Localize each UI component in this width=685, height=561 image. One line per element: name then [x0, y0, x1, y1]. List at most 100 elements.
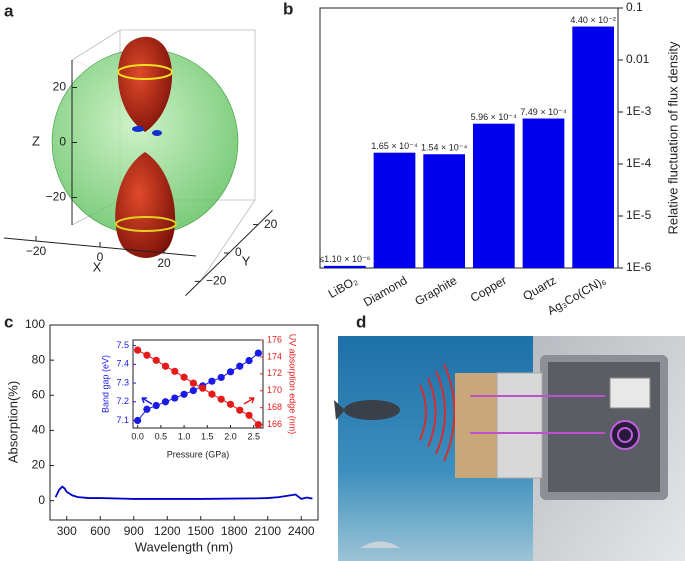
y-tick-label: 1E-5	[626, 208, 652, 222]
inset-arrow	[243, 397, 255, 405]
inset-point	[134, 416, 142, 425]
inset-point	[189, 386, 197, 395]
x-tick-label: 2400	[288, 524, 315, 538]
inset-point	[199, 384, 207, 392]
inset-point	[208, 377, 216, 385]
y-tick-label: −20	[206, 274, 227, 288]
x-tick-label: 600	[90, 524, 110, 538]
y-tick-label: 0.01	[626, 52, 650, 66]
inset-y-tick-label: 7.5	[116, 340, 129, 350]
y-tick-label: 1E-3	[626, 104, 652, 118]
inset-x-axis-label: Pressure (GPa)	[167, 449, 230, 459]
inset-point	[180, 373, 188, 381]
inset-y2-tick-label: 174	[267, 351, 282, 361]
y-tick-label: 100	[25, 317, 45, 331]
inset-point	[189, 379, 197, 387]
x-axis-label: Wavelength (nm)	[135, 539, 234, 554]
inset-y2-tick-label: 168	[267, 402, 282, 412]
inset-x-tick-label: 1.5	[201, 431, 214, 441]
z-tick-label: 20	[53, 80, 67, 94]
z-axis-label: Z	[32, 133, 40, 148]
inset-point	[217, 395, 225, 403]
surface-3d-art	[51, 29, 256, 283]
y-axis-label: Relative fluctuation of flux density	[665, 41, 680, 234]
value-label: 4.40 × 10⁻²	[570, 15, 616, 25]
x-tick-label: −20	[26, 244, 47, 258]
y-tick-label: 80	[32, 352, 46, 366]
inset-arrow	[141, 397, 153, 405]
x-tick-label: 0	[97, 250, 104, 264]
inset-y2-tick-label: 166	[267, 419, 282, 429]
inset-x-tick-label: 0.5	[155, 431, 168, 441]
inset-point	[171, 367, 179, 375]
bar	[572, 26, 615, 268]
value-label: 1.54 × 10⁻⁴	[421, 143, 468, 153]
value-label: 5.96 × 10⁻⁴	[471, 112, 518, 122]
y-tick-label: 0	[235, 245, 242, 259]
y-tick-label: 1E-6	[626, 260, 652, 274]
data-line	[54, 485, 313, 500]
y-tick-label: 20	[264, 217, 278, 231]
inset-y-tick-label: 7.1	[116, 415, 129, 425]
inset-x-tick-label: 0.0	[131, 431, 144, 441]
x-tick-label: 2100	[254, 524, 281, 538]
inset-y-tick-label: 7.2	[116, 396, 129, 406]
inset-background	[95, 332, 300, 472]
inset-y2-tick-label: 170	[267, 385, 282, 395]
inset-y-tick-label: 7.3	[116, 377, 129, 387]
inset-point	[236, 362, 244, 370]
inset-y-axis-label: Band gap (eV)	[100, 355, 110, 413]
bar	[423, 154, 466, 268]
x-tick-label: 900	[124, 524, 144, 538]
x-tick-label: Graphite	[412, 273, 459, 308]
inset-x-tick-label: 2.5	[247, 431, 260, 441]
y-tick-label: 0	[38, 493, 45, 507]
inset-frame	[132, 339, 264, 429]
bar	[522, 118, 565, 268]
x-tick-label: 300	[57, 524, 77, 538]
bar	[472, 123, 515, 268]
y-tick-label: 1E-4	[626, 156, 652, 170]
z-tick-label: 0	[59, 135, 66, 149]
panel-label: c	[4, 312, 13, 331]
x-tick-label: Copper	[468, 273, 509, 305]
y-tick-label: 60	[32, 387, 46, 401]
inset-y2-axis-label: UV absorption edge (nm)	[288, 334, 298, 435]
panel-label: b	[283, 0, 293, 18]
y-tick-label: 40	[32, 423, 46, 437]
y-tick-label: 20	[32, 458, 46, 472]
panel-label: a	[4, 1, 14, 20]
inset-point	[143, 351, 151, 359]
bar	[373, 152, 416, 268]
inset-point	[152, 356, 160, 364]
value-label: ≤1.10 × 10⁻⁶	[319, 254, 370, 264]
plot-frame	[319, 7, 619, 269]
value-label: 1.65 × 10⁻⁴	[371, 141, 418, 151]
inset-point	[217, 373, 225, 382]
inset-point	[254, 421, 262, 429]
inset-x-tick-label: 1.0	[178, 431, 191, 441]
inset-point	[134, 346, 142, 354]
inset-point	[143, 405, 151, 413]
inset-point	[236, 406, 244, 414]
value-label: 7.49 × 10⁻⁴	[520, 107, 567, 117]
x-tick-label: Diamond	[361, 273, 410, 309]
inset-y2-tick-label: 172	[267, 368, 282, 378]
x-tick-label: 1800	[221, 524, 248, 538]
inset-point	[180, 390, 188, 398]
inset-point	[161, 362, 170, 370]
inset-point	[161, 398, 170, 406]
inset-y2-tick-label: 176	[267, 334, 282, 344]
x-tick-label: 20	[157, 256, 171, 270]
x-tick-label: LiBO₂	[326, 273, 360, 301]
inset-point	[171, 394, 179, 402]
inset-point	[152, 401, 160, 410]
y-axis-label: Y	[242, 253, 251, 268]
panel-label: d	[356, 312, 366, 331]
inset-point	[254, 349, 262, 357]
x-tick-label: Quartz	[520, 273, 558, 303]
inset-point	[226, 368, 235, 376]
x-tick-label: 1500	[187, 524, 214, 538]
